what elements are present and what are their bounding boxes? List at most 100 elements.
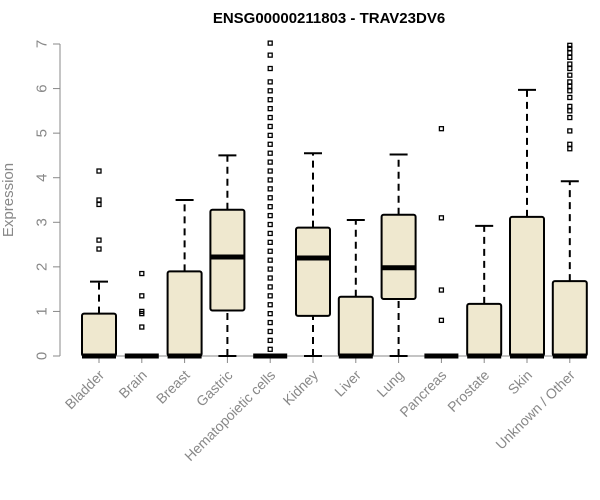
outlier-point	[267, 275, 273, 281]
outlier-point	[96, 246, 102, 252]
outlier-point	[96, 197, 102, 203]
chart-title: ENSG00000211803 - TRAV23DV6	[213, 10, 445, 27]
x-tick-label: Kidney	[280, 367, 322, 409]
outlier-point	[139, 293, 145, 299]
outlier-point	[567, 61, 573, 67]
outlier-point	[567, 103, 573, 110]
y-tick-label: 5	[34, 129, 51, 137]
outlier-point	[267, 311, 273, 317]
outlier-point	[567, 146, 573, 152]
outlier-point	[267, 123, 273, 130]
outlier-point	[438, 215, 445, 221]
outlier-point	[267, 328, 273, 335]
y-tick-label: 7	[34, 40, 51, 48]
outlier-point	[567, 83, 573, 89]
outlier-point	[267, 186, 273, 192]
outlier-point	[267, 293, 273, 299]
box	[295, 226, 331, 317]
outlier-point	[567, 94, 573, 101]
x-tick-label: Prostate	[444, 367, 492, 415]
box-group	[380, 153, 417, 357]
x-tick-label: Gastric	[193, 367, 236, 410]
outlier-point	[267, 177, 273, 183]
x-tick-label: Skin	[505, 367, 536, 398]
box	[81, 312, 117, 357]
y-tick-label: 3	[34, 218, 51, 226]
outlier-point	[267, 266, 273, 272]
x-tick-label: Brain	[115, 367, 149, 401]
box-group	[337, 219, 374, 359]
outlier-point	[567, 72, 573, 78]
outlier-point	[267, 132, 273, 139]
outlier-point	[267, 257, 273, 263]
outlier-point	[567, 50, 573, 56]
outlier-point	[267, 284, 273, 290]
x-tick-label: Liver	[331, 367, 364, 400]
y-tick-label: 1	[34, 307, 51, 315]
outlier-point	[567, 128, 573, 134]
outlier-point	[267, 248, 273, 254]
outlier-point	[567, 88, 573, 94]
box-group	[81, 168, 117, 359]
outlier-point	[267, 346, 273, 352]
box-group	[124, 270, 159, 359]
box	[509, 215, 545, 357]
box-group	[295, 152, 331, 357]
y-tick-label: 4	[34, 174, 51, 182]
outlier-point	[139, 308, 145, 315]
outlier-point	[267, 204, 273, 210]
outlier-point	[96, 237, 102, 243]
outlier-point	[267, 114, 273, 121]
outlier-point	[267, 88, 273, 94]
y-tick-label: 6	[34, 84, 51, 92]
outlier-point	[267, 150, 273, 156]
outlier-point	[139, 324, 145, 330]
outlier-point	[267, 97, 273, 103]
y-tick-label: 2	[34, 263, 51, 271]
box-group	[466, 224, 503, 359]
box-group	[424, 126, 459, 359]
outlier-point	[267, 105, 273, 112]
box	[466, 302, 503, 358]
outlier-point	[567, 114, 573, 121]
x-tick-label: Breast	[153, 367, 193, 407]
outlier-point	[567, 108, 573, 114]
box	[551, 280, 588, 357]
outlier-point	[267, 52, 273, 58]
box	[337, 295, 374, 357]
outlier-point	[267, 302, 273, 308]
x-tick-label: Lung	[373, 367, 406, 400]
outlier-point	[438, 126, 445, 132]
x-tick-label: Unknown / Other	[492, 367, 578, 453]
outlier-point	[267, 40, 273, 46]
outlier-point	[438, 317, 445, 323]
outlier-point	[96, 168, 102, 174]
outlier-point	[267, 337, 273, 344]
outlier-point	[267, 212, 273, 219]
outlier-point	[267, 159, 273, 165]
box-group	[551, 42, 588, 359]
x-tick-label: Bladder	[62, 367, 108, 413]
box	[380, 213, 417, 300]
box	[166, 270, 203, 358]
outlier-point	[567, 141, 573, 147]
outlier-point	[267, 168, 273, 174]
outlier-point	[567, 45, 573, 52]
outlier-point	[267, 221, 273, 228]
box-group	[253, 40, 288, 359]
plot-area	[81, 40, 588, 359]
outlier-point	[267, 141, 273, 147]
outlier-point	[96, 201, 102, 208]
outlier-point	[567, 54, 573, 61]
outlier-point	[567, 42, 573, 48]
outlier-point	[267, 239, 273, 245]
outlier-point	[567, 79, 573, 85]
box-group	[509, 88, 545, 359]
y-axis-label: Expression	[0, 163, 17, 237]
box-group	[209, 154, 246, 357]
outlier-point	[567, 65, 573, 72]
outlier-point	[267, 79, 273, 85]
outlier-point	[267, 319, 273, 326]
